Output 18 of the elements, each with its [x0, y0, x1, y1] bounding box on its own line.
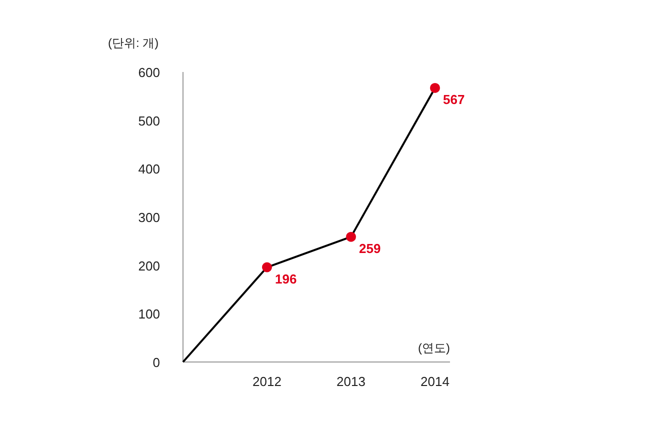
point — [346, 232, 356, 242]
y-axis-title: (단위: 개) — [108, 36, 159, 50]
y-tick-label: 500 — [138, 113, 160, 128]
data-label: 259 — [359, 240, 381, 256]
point — [262, 262, 272, 272]
x-axis-title: (연도) — [418, 341, 450, 355]
y-tick-label: 400 — [138, 162, 160, 177]
x-tick-label: 2013 — [336, 374, 366, 389]
data-label: 196 — [275, 271, 297, 286]
x-tick-label: 2014 — [420, 374, 450, 389]
y-tick-label: 200 — [138, 258, 160, 274]
y-tick-label: 100 — [138, 306, 160, 322]
y-tick-label: 0 — [152, 355, 160, 370]
x-tick-label: 2012 — [252, 374, 282, 389]
y-tick-label: 600 — [138, 65, 160, 80]
point — [430, 82, 440, 93]
data-label: 567 — [443, 92, 465, 107]
y-tick-label: 300 — [138, 210, 160, 225]
